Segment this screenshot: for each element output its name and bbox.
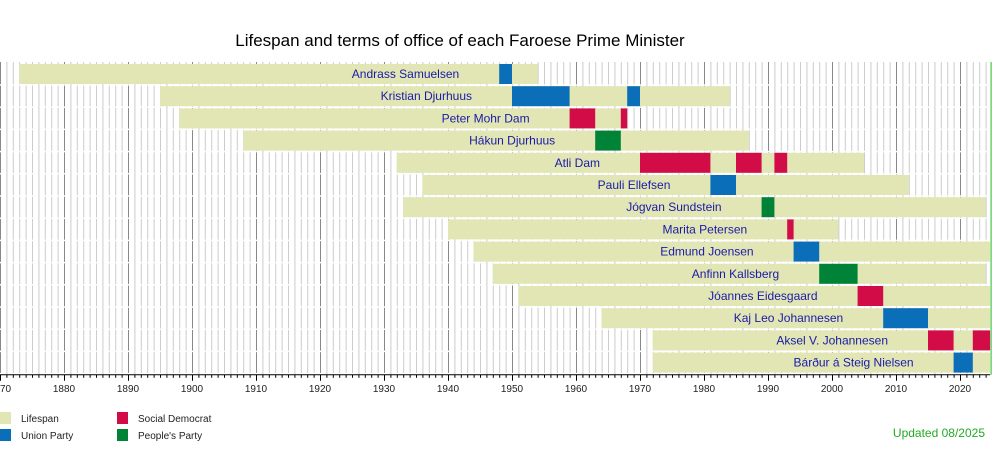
term-bar	[736, 152, 762, 173]
legend-label: Social Democrat	[138, 414, 212, 425]
lifespan-bar	[652, 330, 991, 351]
tick-label: 1960	[565, 384, 588, 395]
term-bar	[627, 86, 640, 107]
tick-label: 1990	[757, 384, 780, 395]
term-bar	[569, 108, 596, 129]
row-h-kun-djurhuus: Hákun Djurhuus	[0, 130, 991, 153]
rows: Andrass Samuelsen Kristian Djurhuus Peter …	[0, 64, 991, 375]
term-bar	[819, 263, 858, 284]
term-bar	[595, 130, 621, 151]
term-bar	[857, 286, 884, 306]
person-name: Atli Dam	[555, 156, 600, 170]
legend-label: People's Party	[138, 431, 202, 442]
lifespan-bar	[19, 64, 538, 84]
term-bar	[640, 152, 711, 173]
lifespan-bar	[448, 219, 839, 240]
lifespan-bar	[652, 352, 991, 373]
lifespan-bar	[403, 197, 986, 218]
legend-label: Union Party	[21, 431, 73, 442]
tick-label: 1940	[437, 384, 460, 395]
row-j-gvan-sundstein: Jógvan Sundstein	[0, 197, 991, 219]
tick-label: 1880	[53, 384, 76, 395]
lifespan-bar	[473, 241, 991, 262]
row-peter-mohr-dam: Peter Mohr Dam	[0, 108, 991, 131]
legend-swatch	[0, 412, 11, 424]
person-name: Jóannes Eidesgaard	[708, 289, 817, 303]
legend: Lifespan Union Party Social Democrat People…	[0, 412, 212, 442]
lifespan-bar	[492, 263, 986, 284]
tick-label: 1950	[501, 384, 524, 395]
legend-label: Lifespan	[21, 414, 59, 425]
person-name: Marita Petersen	[662, 222, 747, 236]
tick-label: 1870	[0, 384, 12, 395]
term-bar	[710, 175, 736, 195]
tick-label: 2020	[949, 384, 972, 395]
legend-swatch	[117, 412, 128, 424]
row-kaj-leo-johannesen: Kaj Leo Johannesen	[0, 308, 991, 330]
person-name: Andrass Samuelsen	[352, 67, 459, 81]
row-edmund-joensen: Edmund Joensen	[0, 241, 991, 264]
term-bar	[787, 219, 794, 240]
term-bar	[928, 330, 954, 351]
row-pauli-ellefsen: Pauli Ellefsen	[0, 175, 991, 197]
lifespan-bar	[396, 152, 864, 173]
person-name: Anfinn Kallsberg	[692, 267, 779, 281]
person-name: Kristian Djurhuus	[381, 89, 472, 103]
term-bar	[953, 352, 973, 373]
legend-swatch	[0, 429, 11, 441]
tick-label: 1890	[117, 384, 140, 395]
row-marita-petersen: Marita Petersen	[0, 219, 991, 242]
term-bar	[793, 241, 820, 262]
lifespan-bar	[243, 130, 749, 151]
lifespan-bar	[160, 86, 730, 107]
row-j-annes-eidesgaard: Jóannes Eidesgaard	[0, 286, 991, 308]
row-atli-dam: Atli Dam	[0, 152, 991, 175]
updated-annotation: Updated 08/2025	[893, 426, 985, 440]
legend-swatch	[117, 429, 128, 441]
row-andrass-samuelsen: Andrass Samuelsen	[0, 64, 991, 86]
term-bar	[972, 330, 991, 351]
tick-label: 1930	[373, 384, 396, 395]
row-kristian-djurhuus: Kristian Djurhuus	[0, 86, 991, 108]
person-name: Kaj Leo Johannesen	[734, 311, 843, 325]
tick-label: 2010	[885, 384, 908, 395]
lifespan-bar	[179, 108, 628, 129]
term-bar	[761, 197, 775, 218]
tick-label: 1900	[181, 384, 204, 395]
person-name: Peter Mohr Dam	[442, 111, 530, 125]
person-name: Jógvan Sundstein	[626, 200, 721, 214]
term-bar	[512, 86, 570, 107]
term-bar	[774, 152, 788, 173]
person-name: Bárður á Steig Nielsen	[794, 356, 914, 370]
tick-label: 1910	[245, 384, 268, 395]
term-bar	[620, 108, 628, 129]
term-bar	[499, 64, 512, 84]
tick-label: 1970	[629, 384, 652, 395]
person-name: Hákun Djurhuus	[469, 134, 555, 148]
lifespan-bar	[422, 175, 909, 195]
chart-title: Lifespan and terms of office of each Far…	[235, 31, 685, 50]
person-name: Aksel V. Johannesen	[776, 333, 888, 347]
row-b-r-ur-steig-nielsen: Bárður á Steig Nielsen	[0, 352, 991, 375]
tick-label: 2000	[821, 384, 844, 395]
row-aksel-v-johannesen: Aksel V. Johannesen	[0, 330, 991, 353]
person-name: Pauli Ellefsen	[598, 178, 671, 192]
row-anfinn-kallsberg: Anfinn Kallsberg	[0, 263, 991, 286]
x-axis: 1870 1880 1890 1900 1910 1920 1930 1940 1950 1960…	[0, 374, 991, 395]
person-name: Edmund Joensen	[660, 245, 753, 259]
term-bar	[883, 308, 928, 329]
tick-label: 1920	[309, 384, 332, 395]
tick-label: 1980	[693, 384, 716, 395]
